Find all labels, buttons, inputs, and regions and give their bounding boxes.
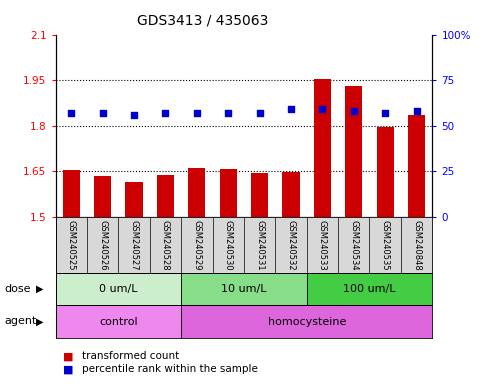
Point (412, 108, 420, 114)
Bar (314, 79, 331, 217)
Bar (220, 169, 237, 217)
Bar (56, 305, 181, 338)
Bar (126, 182, 142, 217)
Text: GSM240535: GSM240535 (381, 220, 390, 270)
Bar (94, 176, 111, 217)
Text: agent: agent (5, 316, 37, 326)
Text: GSM240529: GSM240529 (192, 220, 201, 270)
Text: GSM240527: GSM240527 (129, 220, 139, 270)
Text: GSM240530: GSM240530 (224, 220, 233, 270)
Text: ▶: ▶ (36, 284, 44, 294)
Bar (63, 170, 80, 217)
Bar (408, 115, 425, 217)
Point (99, 110, 107, 116)
Point (350, 108, 357, 114)
Bar (251, 173, 268, 217)
Text: transformed count: transformed count (82, 351, 179, 361)
Bar (307, 273, 432, 305)
Bar (188, 168, 205, 217)
Point (382, 110, 389, 116)
Point (161, 110, 170, 116)
Point (256, 110, 264, 116)
Point (130, 112, 138, 118)
Text: GSM240848: GSM240848 (412, 220, 421, 270)
Bar (283, 172, 299, 217)
Point (193, 110, 201, 116)
Bar (157, 175, 174, 217)
Text: GSM240526: GSM240526 (98, 220, 107, 270)
Text: control: control (99, 316, 138, 327)
Text: GSM240532: GSM240532 (286, 220, 296, 270)
Text: GSM240531: GSM240531 (255, 220, 264, 270)
Text: ■: ■ (63, 364, 73, 374)
Bar (181, 305, 432, 338)
Text: GSM240533: GSM240533 (318, 220, 327, 270)
Text: 100 um/L: 100 um/L (343, 284, 396, 294)
Bar (377, 127, 394, 217)
Text: dose: dose (5, 284, 31, 294)
Text: ■: ■ (63, 351, 73, 361)
Text: GSM240534: GSM240534 (349, 220, 358, 270)
Text: ▶: ▶ (36, 316, 44, 326)
Text: GDS3413 / 435063: GDS3413 / 435063 (137, 13, 269, 27)
Text: 10 um/L: 10 um/L (221, 284, 267, 294)
Point (287, 106, 295, 113)
Point (68, 110, 75, 116)
Bar (181, 273, 307, 305)
Bar (345, 86, 362, 217)
Point (319, 106, 327, 113)
Bar (56, 273, 181, 305)
Text: GSM240528: GSM240528 (161, 220, 170, 270)
Text: percentile rank within the sample: percentile rank within the sample (82, 364, 258, 374)
Text: homocysteine: homocysteine (268, 316, 346, 327)
Text: GSM240525: GSM240525 (67, 220, 76, 270)
Text: 0 um/L: 0 um/L (99, 284, 138, 294)
Point (224, 110, 232, 116)
